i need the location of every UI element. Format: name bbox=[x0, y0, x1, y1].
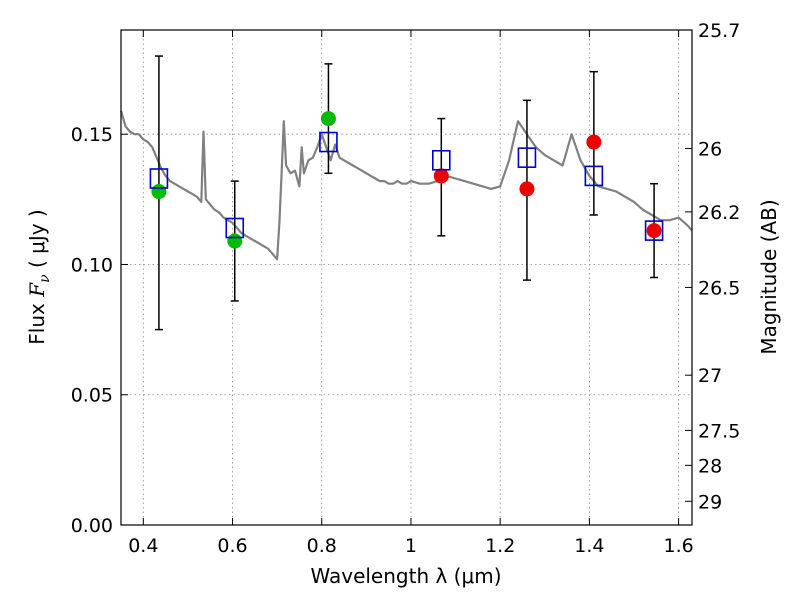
y-axis-label-text: Flux bbox=[25, 297, 49, 345]
red-data-point bbox=[433, 168, 449, 184]
y-tick-label: 0.10 bbox=[71, 254, 113, 276]
plot-frame bbox=[120, 29, 693, 526]
model-square bbox=[319, 131, 338, 153]
y2-tick-label: 25.7 bbox=[698, 20, 740, 42]
y-label-subscript: ν bbox=[37, 274, 53, 283]
x-tick-label: 1.6 bbox=[664, 535, 694, 557]
y2-tick-label: 26.2 bbox=[698, 202, 740, 224]
x-tick-label: 0.8 bbox=[307, 535, 337, 557]
red-data-point bbox=[519, 181, 535, 197]
model-square bbox=[431, 149, 451, 171]
y-tick-label: 0.00 bbox=[71, 515, 113, 537]
y2-tick-label: 28 bbox=[698, 455, 722, 477]
green-data-point bbox=[320, 111, 336, 127]
x-tick-label: 1 bbox=[405, 535, 417, 557]
y-label-symbol: F bbox=[25, 282, 49, 298]
y2-tick-label: 26 bbox=[698, 139, 722, 161]
model-square bbox=[517, 147, 537, 168]
x-tick-label: 1.4 bbox=[574, 535, 604, 557]
y-tick-label: 0.05 bbox=[71, 385, 113, 407]
model-square bbox=[644, 220, 664, 241]
model-square bbox=[225, 217, 245, 239]
y2-tick-label: 27 bbox=[698, 365, 722, 387]
green-data-point bbox=[227, 233, 243, 249]
y2-tick-label: 27.5 bbox=[698, 420, 740, 442]
axis-ticks: 0.4 0.6 0.8 1 1.2 1.4 1.6 0.00 0.05 0.10 0.15 25.7 2… bbox=[71, 20, 741, 557]
y2-tick-label: 29 bbox=[698, 491, 722, 513]
x-tick-label: 0.6 bbox=[217, 535, 247, 557]
y-axis-label: Flux Fν ( μJy ) bbox=[25, 209, 53, 344]
red-data-point bbox=[586, 134, 602, 150]
y-tick-label: 0.15 bbox=[71, 124, 113, 146]
grid-lines bbox=[121, 30, 692, 526]
y2-axis-label: Magnitude (AB) bbox=[757, 199, 781, 354]
y-label-unit: ( μJy ) bbox=[25, 209, 49, 274]
model-square bbox=[584, 165, 604, 187]
x-tick-label: 0.4 bbox=[128, 535, 158, 557]
y2-tick-label: 26.5 bbox=[698, 277, 740, 299]
x-tick-label: 1.2 bbox=[485, 535, 515, 557]
red-data-point bbox=[646, 223, 662, 239]
model-square bbox=[149, 168, 169, 189]
x-axis-label: Wavelength λ (μm) bbox=[310, 564, 501, 588]
green-data-point bbox=[151, 184, 167, 200]
markers bbox=[149, 111, 664, 249]
